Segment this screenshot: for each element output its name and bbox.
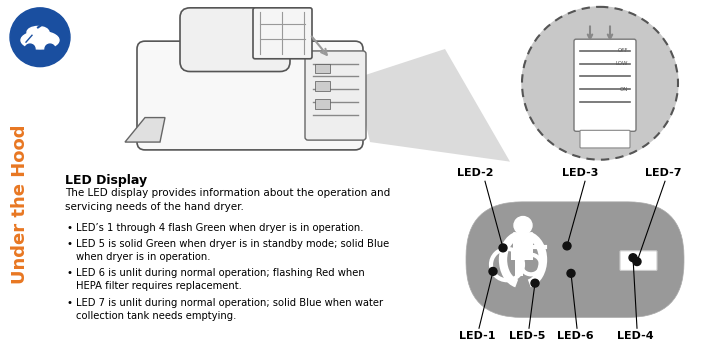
Polygon shape [355, 49, 510, 162]
Text: The LED display provides information about the operation and
servicing needs of : The LED display provides information abo… [65, 188, 390, 212]
Text: LED-6: LED-6 [557, 331, 593, 341]
FancyBboxPatch shape [315, 99, 330, 109]
Text: LED’s 1 through 4 flash Green when dryer is in operation.: LED’s 1 through 4 flash Green when dryer… [76, 223, 364, 233]
Circle shape [25, 44, 35, 54]
FancyBboxPatch shape [620, 251, 657, 271]
Circle shape [531, 279, 539, 287]
FancyBboxPatch shape [574, 39, 636, 131]
Polygon shape [515, 260, 523, 276]
Text: •: • [67, 298, 73, 308]
Circle shape [567, 269, 575, 277]
Text: •: • [67, 223, 73, 233]
Text: LED 7 is unlit during normal operation; solid Blue when water
collection tank ne: LED 7 is unlit during normal operation; … [76, 298, 383, 321]
FancyBboxPatch shape [315, 81, 330, 91]
Text: LED Display: LED Display [65, 174, 147, 187]
Text: ON: ON [620, 87, 628, 92]
FancyBboxPatch shape [466, 202, 684, 317]
Text: LED-7: LED-7 [644, 168, 681, 178]
Circle shape [629, 254, 637, 262]
Text: LED-2: LED-2 [456, 168, 493, 178]
Text: LED 6 is unlit during normal operation; flashing Red when
HEPA filter requires r: LED 6 is unlit during normal operation; … [76, 268, 365, 291]
FancyBboxPatch shape [180, 8, 290, 71]
Text: LED-1: LED-1 [459, 331, 495, 341]
Circle shape [563, 242, 571, 250]
Circle shape [633, 258, 641, 265]
Circle shape [522, 7, 678, 160]
Ellipse shape [27, 26, 49, 38]
Ellipse shape [21, 31, 59, 49]
Circle shape [10, 8, 70, 67]
FancyBboxPatch shape [253, 8, 312, 59]
Text: LED-5: LED-5 [509, 331, 545, 341]
Text: LED-4: LED-4 [617, 331, 653, 341]
FancyBboxPatch shape [305, 51, 366, 140]
Text: OFF: OFF [618, 49, 628, 53]
FancyBboxPatch shape [580, 130, 630, 148]
Circle shape [489, 267, 497, 275]
Text: •: • [67, 268, 73, 278]
FancyBboxPatch shape [137, 41, 363, 150]
Text: LED-3: LED-3 [562, 168, 598, 178]
Circle shape [499, 244, 507, 252]
Polygon shape [125, 118, 165, 142]
Text: •: • [67, 239, 73, 249]
Text: LED 5 is solid Green when dryer is in standby mode; solid Blue
when dryer is in : LED 5 is solid Green when dryer is in st… [76, 239, 390, 262]
Circle shape [45, 44, 55, 54]
Text: LOW: LOW [616, 61, 628, 66]
FancyBboxPatch shape [513, 232, 533, 254]
FancyBboxPatch shape [315, 64, 330, 74]
Circle shape [514, 216, 532, 234]
Text: Under the Hood: Under the Hood [11, 124, 29, 284]
FancyBboxPatch shape [511, 250, 533, 260]
